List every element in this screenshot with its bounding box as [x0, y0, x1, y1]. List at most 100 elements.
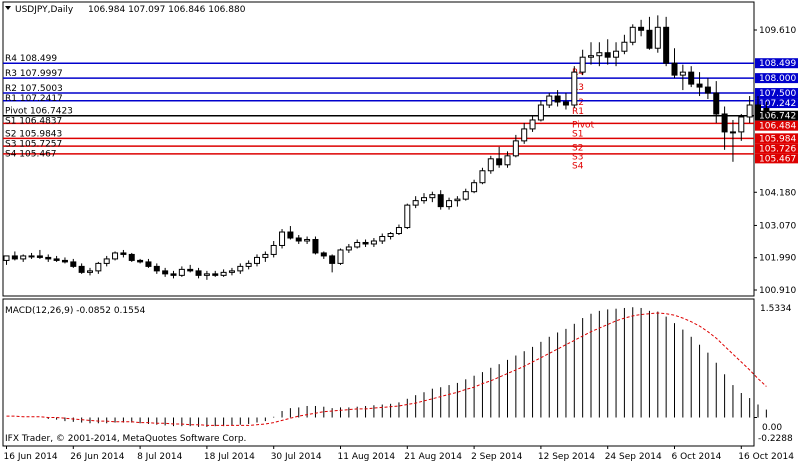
pivot-label-r1: R1 107.2417	[5, 94, 63, 104]
candle-body	[596, 52, 603, 57]
candle-body	[529, 119, 536, 130]
candle-body	[70, 261, 77, 267]
price-tag-r2	[755, 88, 798, 99]
candle-body	[696, 83, 703, 88]
candle-body	[713, 92, 720, 115]
price-tag-r3	[755, 73, 798, 84]
time-axis-label: 8 Jul 2014	[137, 452, 182, 462]
candle-body	[412, 200, 419, 206]
time-axis-label: 2 Sep 2014	[471, 452, 523, 462]
candle-body	[304, 238, 311, 242]
pivot-name-pivot: Pivot	[572, 121, 595, 131]
time-axis-label: 12 Sep 2014	[538, 452, 595, 462]
macd-panel-frame	[2, 298, 755, 447]
candle-body	[145, 261, 152, 267]
price-tag-label-s3: 105.726	[759, 144, 796, 154]
candle-body	[621, 41, 628, 52]
price-tag-label-pivot: 106.742	[759, 112, 796, 122]
candle-body	[153, 265, 160, 272]
price-tag-label-r2: 107.500	[759, 89, 796, 99]
candle-body	[295, 237, 302, 242]
candle-body	[45, 256, 52, 260]
time-axis-label: 18 Jul 2014	[204, 452, 255, 462]
pivot-name-s4: S4	[572, 161, 584, 171]
candle-body	[429, 194, 436, 199]
chart-menu-triangle-icon[interactable]	[5, 6, 11, 10]
candle-body	[638, 26, 645, 31]
candle-body	[203, 273, 210, 276]
time-axis-label: 24 Sep 2014	[605, 452, 662, 462]
candle-body	[646, 29, 653, 49]
candle-body	[362, 241, 369, 245]
candle-body	[262, 253, 269, 258]
candle-body	[554, 95, 561, 103]
candle-body	[3, 255, 10, 261]
candle-body	[228, 270, 235, 273]
candle-body	[504, 155, 511, 166]
price-tick-label: 103.070	[759, 221, 796, 231]
pivot-name-r1: R1	[572, 107, 584, 117]
candle-body	[287, 231, 294, 239]
candle-body	[679, 71, 686, 76]
candle-body	[187, 268, 194, 272]
pivot-name-r2: R2	[572, 98, 584, 108]
time-axis-label: 6 Oct 2014	[672, 452, 722, 462]
candle-body	[220, 271, 227, 276]
candle-body	[379, 236, 386, 242]
candle-body	[370, 240, 377, 245]
copyright-label: IFX Trader, © 2001-2014, MetaQuotes Soft…	[5, 434, 246, 444]
macd-scale-zero: 0.00	[762, 423, 782, 433]
price-tag-label-s2: 105.984	[759, 134, 796, 144]
candle-body	[613, 50, 620, 58]
pivot-name-s2: S2	[572, 143, 583, 153]
candle-body	[195, 270, 202, 276]
pivot-label-r3: R3 107.9997	[5, 69, 63, 79]
pivot-label-s3: S3 105.7257	[5, 139, 62, 149]
price-chart-area[interactable]: 109.610 104.180 103.070 101.990 100.910 R4 10…	[2, 1, 798, 297]
candle-body	[53, 258, 60, 261]
symbol-label: USDJPY,Daily	[15, 5, 74, 15]
candle-body	[604, 52, 611, 58]
macd-scale-top: 1.5334	[760, 304, 792, 314]
time-axis-label: 30 Jul 2014	[271, 452, 322, 462]
candle-body	[755, 104, 761, 112]
candle-body	[95, 262, 102, 272]
price-tag-r1	[755, 98, 798, 109]
pivot-label-s2: S2 105.9843	[5, 129, 62, 139]
candle-body	[137, 259, 144, 263]
time-axis-label: 16 Jun 2014	[4, 452, 58, 462]
candle-body	[671, 62, 678, 76]
candle-body	[329, 255, 336, 264]
price-tick-label: 100.910	[759, 286, 796, 296]
candle-body	[237, 265, 244, 272]
candle-body	[546, 95, 553, 106]
candle-body	[395, 227, 402, 235]
pivot-name-s1: S1	[572, 130, 583, 140]
pivot-label-pivot: Pivot 106.7423	[5, 107, 73, 117]
price-tag-label-r1: 107.242	[759, 99, 796, 109]
candle-body	[279, 231, 286, 246]
candle-body	[128, 253, 135, 261]
candle-body	[20, 255, 27, 260]
time-axis-label: 11 Aug 2014	[338, 452, 396, 462]
time-axis-label: 21 Aug 2014	[404, 452, 462, 462]
candle-body	[479, 170, 486, 184]
price-tag-s3	[755, 143, 798, 154]
candle-body	[571, 71, 578, 106]
macd-signal-line	[6, 312, 767, 426]
candle-body	[170, 273, 177, 276]
candle-body	[61, 259, 68, 263]
pivot-label-s1: S1 106.4837	[5, 117, 62, 127]
pivot-label-r4: R4 108.499	[5, 54, 57, 64]
candle-body	[663, 26, 670, 64]
candle-body	[245, 262, 252, 267]
candle-body	[28, 255, 35, 258]
price-panel-frame	[2, 1, 755, 297]
macd-indicator-area[interactable]	[2, 298, 767, 447]
price-tag-r4	[755, 58, 798, 69]
candle-body	[354, 241, 361, 248]
candle-body	[270, 244, 277, 255]
candle-body	[421, 197, 427, 202]
